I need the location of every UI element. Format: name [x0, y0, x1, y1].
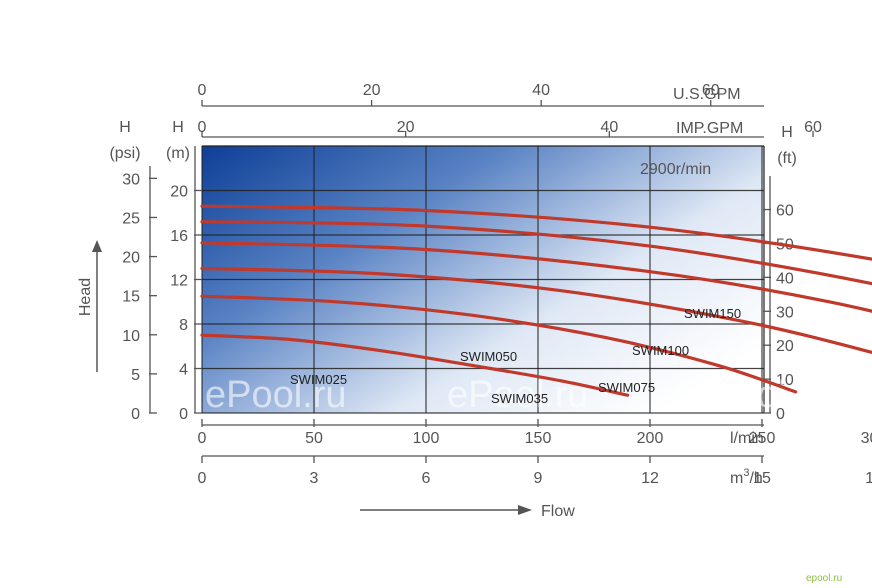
tick-label-psi: 20 [122, 250, 140, 267]
curve-swim075 [200, 241, 872, 313]
tick-label-ft: 60 [776, 203, 794, 220]
axis-title-ft-unit: (ft) [777, 150, 797, 167]
curves [200, 204, 872, 397]
watermark-text: ePool.ru [0, 374, 132, 416]
curve-swim150 [200, 204, 872, 261]
curve-swim025 [200, 333, 630, 397]
tick-label-lmin: 0 [198, 430, 207, 447]
tick-label-usgpm: 0 [198, 82, 207, 99]
tick-label-lmin: 250 [749, 430, 776, 447]
tick-label-psi: 10 [122, 328, 140, 345]
axis-title-psi-unit: (psi) [109, 145, 140, 162]
tick-label-usgpm: 40 [532, 82, 550, 99]
curve-label-swim100: SWIM100 [632, 343, 689, 358]
tick-label-lmin: 300 [861, 430, 872, 447]
tick-label-ft: 0 [776, 406, 785, 423]
tick-label-impgpm: 0 [198, 119, 207, 136]
watermark-text: ePool.ru [205, 374, 347, 416]
axis-unit-usgpm: U.S.GPM [673, 86, 741, 103]
tick-label-lmin: 200 [637, 430, 664, 447]
axes: 050100150200250300350400450l/min03691215… [77, 82, 872, 520]
tick-label-psi: 5 [131, 367, 140, 384]
curve-swim100 [200, 220, 872, 286]
tick-label-impgpm: 60 [804, 119, 822, 136]
tick-label-m3h: 12 [641, 470, 659, 487]
axis-unit-lmin: l/min [730, 430, 764, 447]
axis-unit-impgpm: IMP.GPM [676, 120, 743, 137]
tick-label-impgpm: 20 [397, 119, 415, 136]
tick-label-m3h: 15 [753, 470, 771, 487]
curve-swim050 [200, 266, 872, 355]
labels: 2900r/min SWIM025 SWIM035 SWIM050 SWIM075 SWI… [290, 161, 842, 584]
tick-label-impgpm: 40 [600, 119, 618, 136]
axis-title-ft-symbol: H [781, 124, 793, 141]
tick-label-psi: 0 [131, 406, 140, 423]
tick-label-psi: 30 [122, 171, 140, 188]
head-arrow-icon [92, 240, 102, 252]
tick-label-lmin: 150 [525, 430, 552, 447]
tick-label-m: 16 [170, 228, 188, 245]
tick-label-m: 0 [179, 406, 188, 423]
tick-label-m3h: 18 [865, 470, 872, 487]
tick-label-m3h: 0 [198, 470, 207, 487]
tick-label-m: 8 [179, 317, 188, 334]
flow-label: Flow [541, 503, 575, 520]
axis-title-psi-symbol: H [119, 119, 131, 136]
tick-label-lmin: 50 [305, 430, 323, 447]
axis-unit-m3h: m3/h [730, 467, 763, 487]
speed-note: 2900r/min [640, 161, 711, 178]
tick-label-usgpm: 60 [702, 82, 720, 99]
corner-mark: epool.ru [806, 573, 842, 584]
axis-unit-m3h-tail: /h [749, 470, 762, 487]
tick-label-psi: 25 [122, 210, 140, 227]
grid [201, 145, 765, 414]
axis-unit-m3h-base: m [730, 470, 743, 487]
watermark-text: ePool.ru [689, 374, 831, 416]
tick-label-m3h: 9 [534, 470, 543, 487]
tick-label-m: 4 [179, 362, 188, 379]
tick-label-ft: 30 [776, 304, 794, 321]
tick-label-m: 12 [170, 273, 188, 290]
tick-label-ft: 40 [776, 270, 794, 287]
watermarks: ePool.ru ePool.ru ePool.ru ePool.ru [0, 374, 831, 416]
axis-title-m-symbol: H [172, 119, 184, 136]
axis-title-m-unit: (m) [166, 145, 190, 162]
curve-label-swim035: SWIM035 [491, 391, 548, 406]
axis-unit-m3h-sup: 3 [743, 467, 749, 479]
flow-arrow-icon [518, 505, 532, 515]
tick-label-m: 20 [170, 184, 188, 201]
curve-label-swim075: SWIM075 [598, 380, 655, 395]
curve-swim035 [200, 294, 798, 394]
curve-label-swim050: SWIM050 [460, 349, 517, 364]
tick-label-m3h: 6 [422, 470, 431, 487]
curve-label-swim025: SWIM025 [290, 372, 347, 387]
tick-label-usgpm: 20 [363, 82, 381, 99]
tick-label-ft: 20 [776, 338, 794, 355]
tick-label-psi: 15 [122, 289, 140, 306]
tick-label-lmin: 100 [413, 430, 440, 447]
curve-label-swim150: SWIM150 [684, 306, 741, 321]
tick-label-m3h: 3 [310, 470, 319, 487]
head-label: Head [77, 278, 94, 316]
